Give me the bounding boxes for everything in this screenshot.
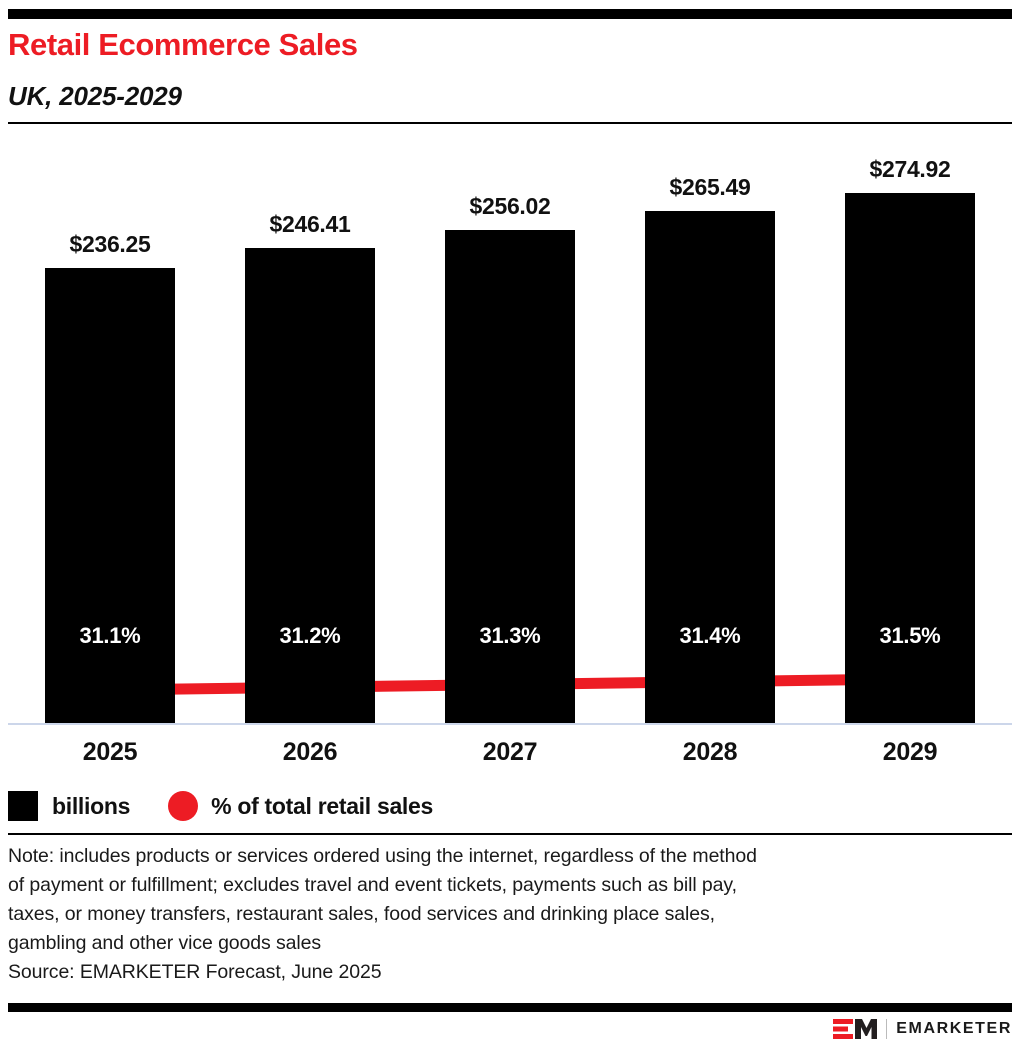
percent-label: 31.5% <box>879 623 941 648</box>
percent-label: 31.4% <box>679 623 741 648</box>
legend-item-billions[interactable]: billions <box>8 791 130 821</box>
x-axis-label-2029: 2029 <box>882 738 938 766</box>
bar-2028 <box>645 211 775 723</box>
footnote-line: taxes, or money transfers, restaurant sa… <box>8 903 715 925</box>
top-rule <box>8 9 1012 19</box>
page-title: Retail Ecommerce Sales <box>8 27 358 62</box>
em-logomark-icon <box>833 1019 878 1039</box>
emarketer-logo[interactable]: EMARKETER <box>833 1017 1012 1041</box>
bar-2029 <box>845 193 975 723</box>
legend-label-billions: billions <box>52 792 131 819</box>
x-axis-baseline <box>8 723 1012 725</box>
circle-swatch-icon <box>168 791 199 821</box>
header-divider <box>8 122 1012 124</box>
footnote-line: Note: includes products or services orde… <box>8 845 757 867</box>
footnote-divider <box>8 833 1012 835</box>
bar-2027 <box>445 229 575 723</box>
bar-value-label: $274.92 <box>869 156 951 182</box>
bar-2026 <box>245 248 375 723</box>
x-axis-label-2028: 2028 <box>682 738 738 766</box>
x-axis-labels: 2025 2026 2027 2028 2029 <box>0 738 1020 778</box>
bar-2025 <box>45 268 175 723</box>
percent-label: 31.3% <box>479 623 541 648</box>
x-axis-label-2025: 2025 <box>82 738 138 766</box>
chart-plot-area: $236.25 31.1% $246.41 31.2% $256.02 31.3% $265… <box>0 130 1020 728</box>
footer-rule <box>8 1003 1012 1012</box>
bar-value-label: $256.02 <box>469 192 551 219</box>
legend-item-percent[interactable]: % of total retail sales <box>168 791 433 821</box>
source-line: Source: EMARKETER Forecast, June 2025 <box>8 961 382 983</box>
bar-value-label: $236.25 <box>69 231 151 257</box>
page-subtitle: UK, 2025-2029 <box>8 81 182 111</box>
x-axis-label-2027: 2027 <box>482 738 538 766</box>
percent-label: 31.2% <box>279 623 341 648</box>
logo-divider <box>886 1019 888 1039</box>
percent-label: 31.1% <box>79 623 141 648</box>
footnote-line: gambling and other vice goods sales <box>8 932 322 954</box>
chart-legend: billions % of total retail sales <box>8 789 433 823</box>
bar-value-label: $265.49 <box>669 174 751 201</box>
footnote-block: Note: includes products or services orde… <box>8 842 968 987</box>
footnote-line: of payment or fulfillment; excludes trav… <box>8 874 737 896</box>
brand-name: EMARKETER <box>896 1020 1012 1037</box>
legend-label-percent: % of total retail sales <box>211 792 434 819</box>
x-axis-label-2026: 2026 <box>282 738 338 766</box>
square-swatch-icon <box>8 791 38 821</box>
bar-value-label: $246.41 <box>269 211 351 238</box>
